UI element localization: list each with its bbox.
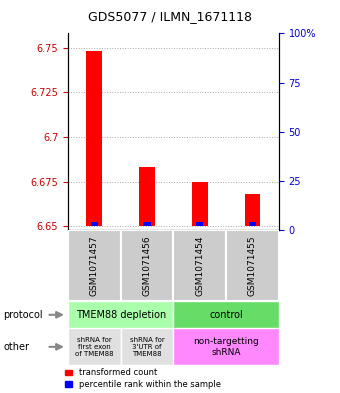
Bar	[173, 230, 226, 301]
Bar	[86, 51, 102, 226]
Text: GSM1071457: GSM1071457	[90, 235, 99, 296]
Bar	[173, 328, 279, 365]
Text: control: control	[209, 310, 243, 320]
Bar	[68, 301, 173, 328]
Bar	[196, 222, 203, 226]
Bar	[244, 194, 260, 226]
Text: protocol: protocol	[3, 310, 43, 320]
Bar	[68, 328, 121, 365]
Bar	[121, 328, 173, 365]
Text: GSM1071456: GSM1071456	[142, 235, 152, 296]
Bar	[91, 222, 98, 226]
Text: other: other	[3, 342, 29, 352]
Text: GSM1071455: GSM1071455	[248, 235, 257, 296]
Text: shRNA for
first exon
of TMEM88: shRNA for first exon of TMEM88	[75, 337, 114, 357]
Text: GDS5077 / ILMN_1671118: GDS5077 / ILMN_1671118	[88, 10, 252, 23]
Bar	[121, 230, 173, 301]
Text: TMEM88 depletion: TMEM88 depletion	[75, 310, 166, 320]
Text: non-targetting
shRNA: non-targetting shRNA	[193, 337, 259, 356]
Bar	[68, 230, 121, 301]
Bar	[173, 301, 279, 328]
Legend: transformed count, percentile rank within the sample: transformed count, percentile rank withi…	[65, 368, 221, 389]
Bar	[192, 182, 208, 226]
Text: shRNA for
3'UTR of
TMEM88: shRNA for 3'UTR of TMEM88	[130, 337, 165, 357]
Bar	[139, 167, 155, 226]
Bar	[143, 222, 151, 226]
Bar	[226, 230, 279, 301]
Text: GSM1071454: GSM1071454	[195, 235, 204, 296]
Bar	[249, 222, 256, 226]
